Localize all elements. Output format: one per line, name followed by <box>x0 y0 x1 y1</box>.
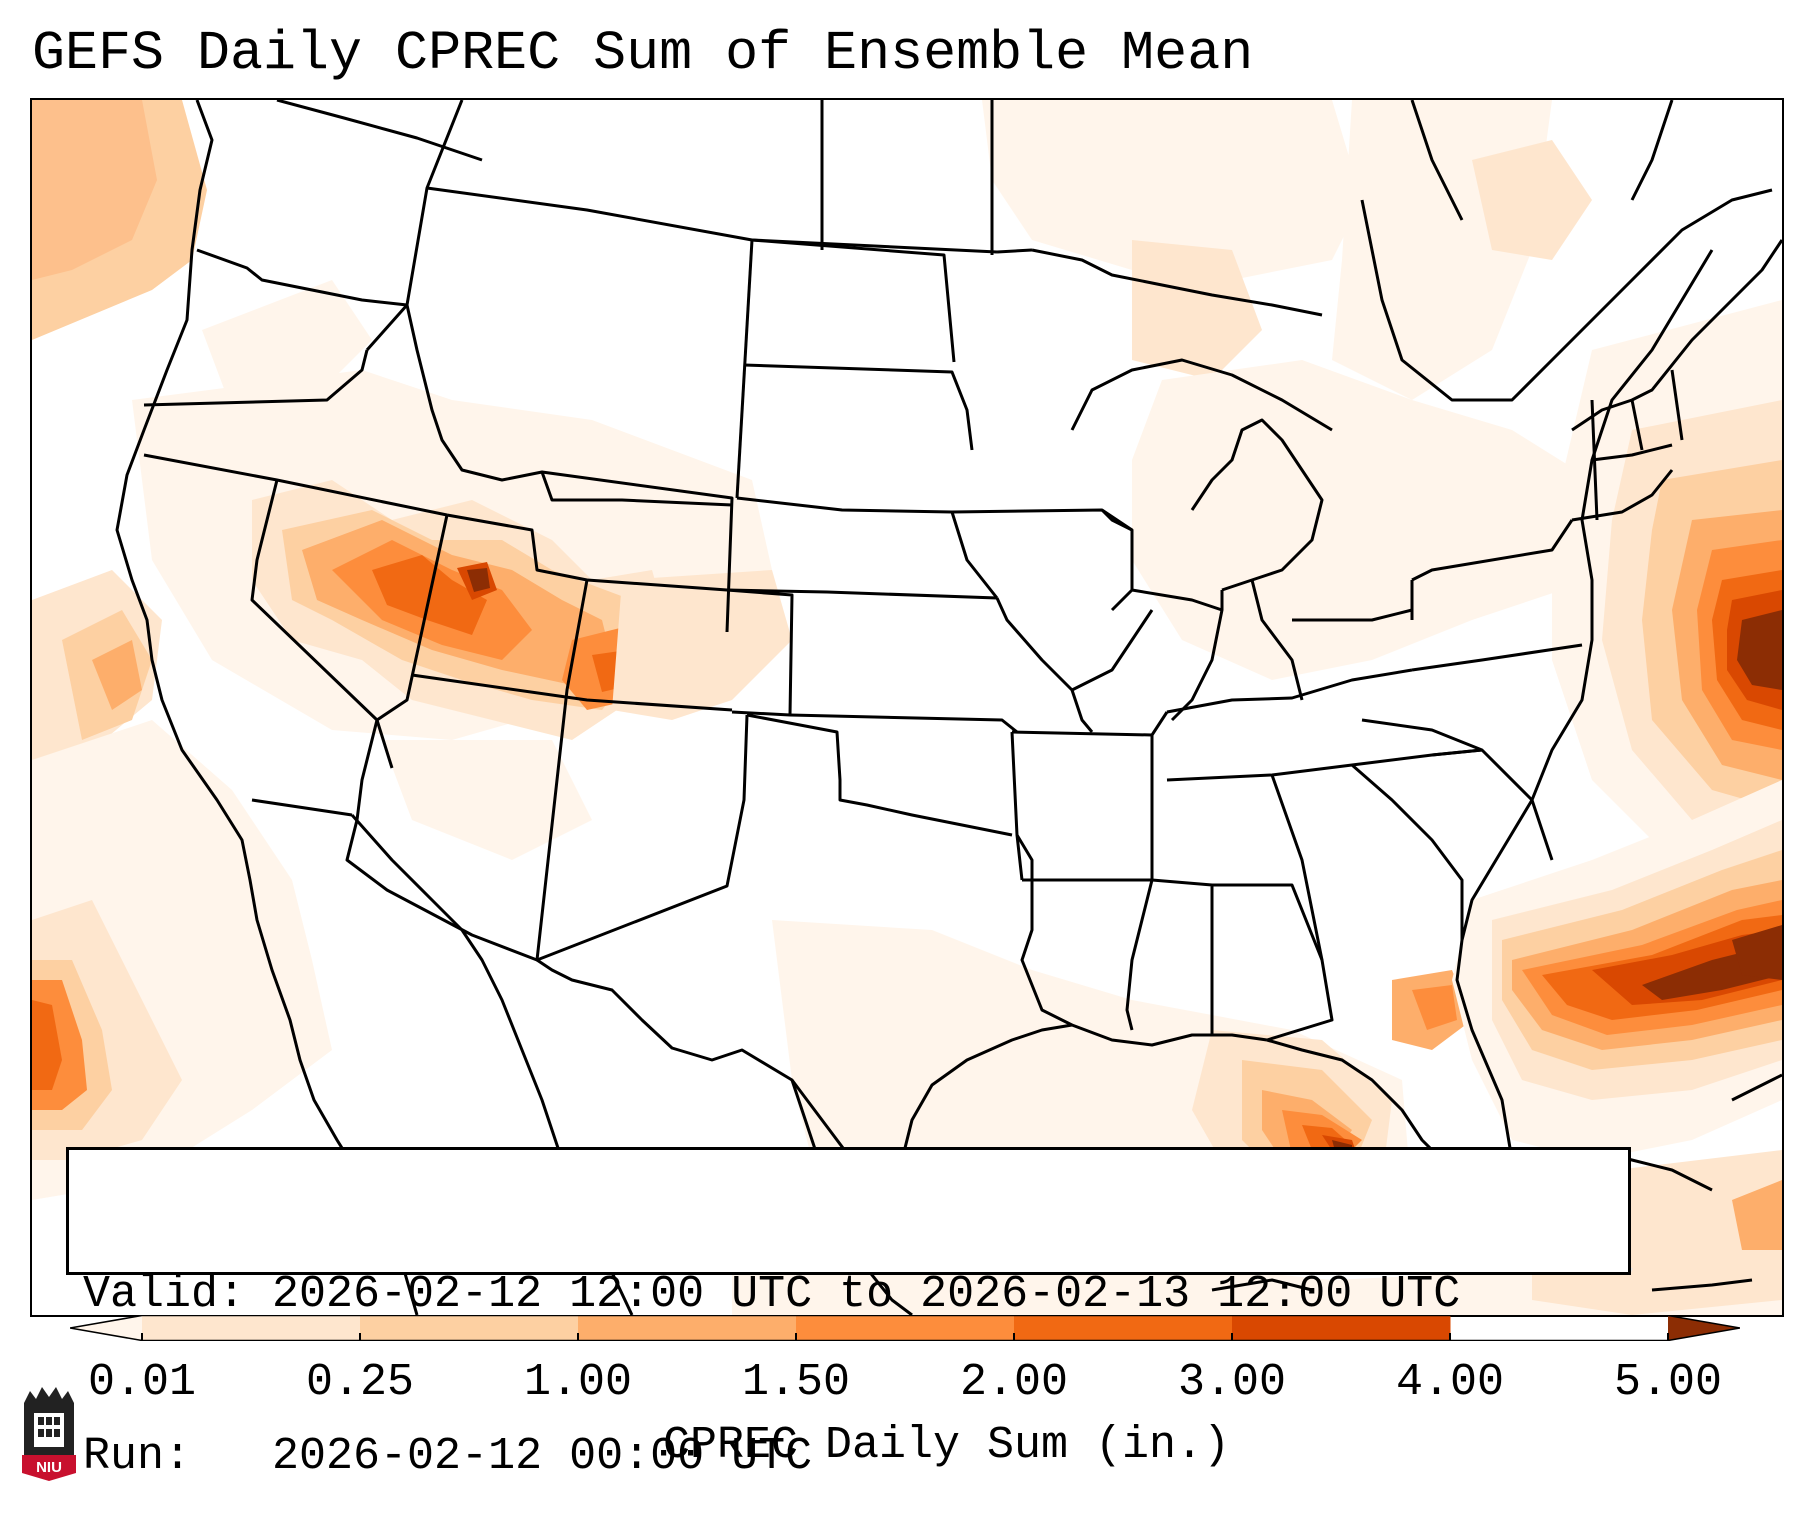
valid-run-info-box: Valid: 2026-02-12 12:00 UTC to 2026-02-1… <box>66 1147 1631 1482</box>
colorbar-tick-label: 1.50 <box>741 1357 851 1408</box>
run-time-line: Run: 2026-02-12 00:00 UTC <box>83 1431 813 1482</box>
chart-title: GEFS Daily CPREC Sum of Ensemble Mean <box>32 22 1254 85</box>
svg-text:NIU: NIU <box>36 1459 62 1476</box>
colorbar-tick-label: 0.01 <box>87 1357 197 1408</box>
east-coastline <box>1455 249 1714 1161</box>
state-boundaries <box>115 100 1782 1315</box>
colorbar <box>70 1315 1740 1341</box>
niu-logo: NIU <box>22 1387 76 1481</box>
colorbar-segment <box>142 1315 361 1341</box>
colorbar-tick-label: 3.00 <box>1177 1357 1287 1408</box>
colorbar-tick-label: 5.00 <box>1613 1357 1723 1408</box>
colorbar-tick-label: 4.00 <box>1395 1357 1505 1408</box>
precipitation-map <box>32 100 1782 1315</box>
colorbar-tick-label: 2.00 <box>959 1357 1069 1408</box>
colorbar-extend-high <box>1668 1315 1740 1341</box>
west-coastline <box>115 100 419 1315</box>
valid-time-line: Valid: 2026-02-12 12:00 UTC to 2026-02-1… <box>83 1269 1461 1320</box>
map-panel <box>30 98 1784 1317</box>
precip-shading <box>32 100 1782 1315</box>
colorbar-label: CPREC Daily Sum (in.) <box>662 1420 1231 1471</box>
colorbar-segment <box>360 1315 579 1341</box>
colorbar-extend-low <box>70 1315 142 1341</box>
colorbar-segment <box>1014 1315 1233 1341</box>
colorbar-segment <box>578 1315 797 1341</box>
colorbar-segment <box>796 1315 1015 1341</box>
colorbar-tick-label: 0.25 <box>305 1357 415 1408</box>
gulf-coastline <box>900 1023 1268 1211</box>
colorbar-tick-label: 1.00 <box>523 1357 633 1408</box>
colorbar-segment <box>1232 1315 1451 1341</box>
